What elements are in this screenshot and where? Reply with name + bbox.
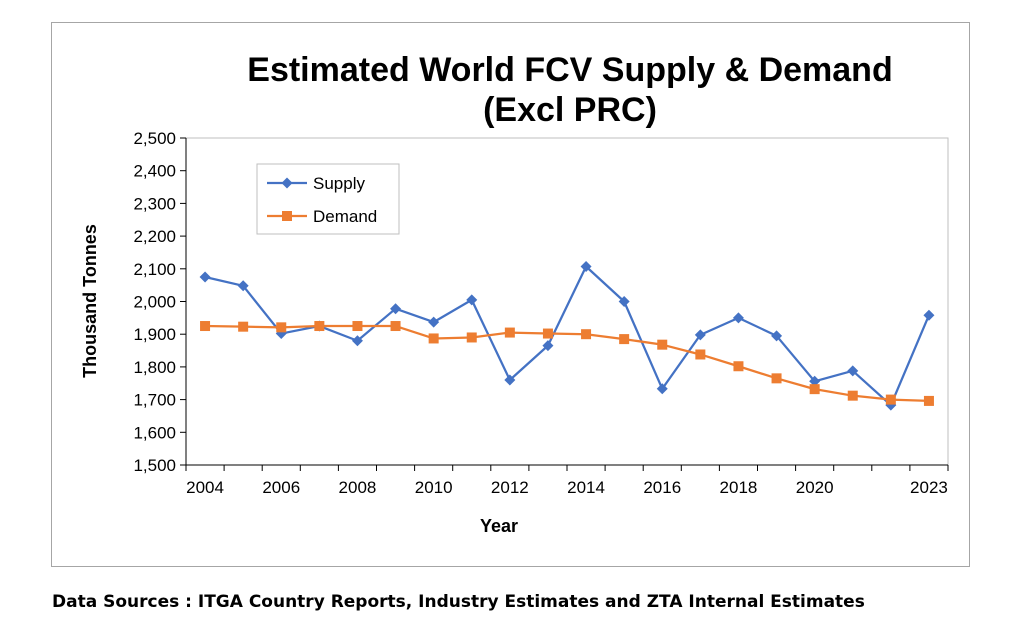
x-tick-label: 2010 [415, 478, 453, 497]
supply-point [199, 271, 211, 283]
demand-point [581, 329, 592, 340]
supply-point [504, 374, 516, 386]
series-layer [199, 261, 935, 411]
supply-point [542, 340, 554, 352]
demand-point [200, 321, 211, 332]
supply-line [204, 265, 930, 407]
supply-point [771, 330, 783, 342]
y-tick-label: 1,800 [133, 358, 176, 377]
supply-point [656, 383, 668, 395]
demand-point [276, 322, 287, 333]
demand-point [771, 373, 782, 384]
x-tick-label: 2014 [567, 478, 605, 497]
chart-title: Estimated World FCV Supply & Demand [247, 51, 892, 89]
demand-point [542, 328, 553, 339]
supply-point [466, 294, 478, 306]
demand-point [847, 390, 858, 401]
chart-frame: Estimated World FCV Supply & Demand (Exc… [51, 22, 970, 567]
y-tick-label: 2,100 [133, 260, 176, 279]
demand-point [619, 334, 630, 345]
x-tick-label: 2016 [643, 478, 681, 497]
y-tick-label: 2,500 [133, 129, 176, 148]
y-tick-label: 2,200 [133, 227, 176, 246]
legend-demand-label: Demand [313, 207, 377, 226]
y-tick-label: 2,000 [133, 293, 176, 312]
legend-supply-marker [281, 177, 293, 189]
demand-point [390, 321, 401, 332]
demand-point [809, 384, 820, 395]
demand-point [314, 321, 325, 332]
demand-point [466, 332, 477, 343]
chart-legend: Supply Demand [256, 163, 400, 235]
x-tick-label: 2018 [720, 478, 758, 497]
supply-point [618, 296, 630, 307]
data-source-note: Data Sources : ITGA Country Reports, Ind… [52, 592, 865, 612]
x-tick-label: 2023 [910, 478, 948, 497]
x-tick-label: 2004 [186, 478, 224, 497]
y-tick-label: 1,700 [133, 391, 176, 410]
supply-point [694, 329, 706, 341]
chart-subtitle: (Excl PRC) [483, 91, 657, 129]
x-tick-label: 2006 [262, 478, 300, 497]
demand-point [695, 349, 706, 360]
supply-point [923, 309, 935, 321]
x-tick-label: 2012 [491, 478, 529, 497]
supply-point [580, 261, 592, 273]
demand-point [923, 395, 934, 406]
legend-supply-label: Supply [313, 174, 365, 193]
x-axis-label: Year [480, 516, 518, 536]
chart-svg: Estimated World FCV Supply & Demand (Exc… [80, 51, 949, 536]
demand-point [657, 339, 668, 350]
series-demand [200, 321, 934, 406]
series-supply [199, 261, 935, 411]
y-tick-label: 2,300 [133, 194, 176, 213]
supply-point [732, 312, 744, 324]
demand-point [428, 333, 439, 344]
demand-point [885, 394, 896, 405]
supply-point [390, 303, 402, 315]
demand-point [733, 361, 744, 372]
demand-line [205, 324, 929, 403]
y-tick-label: 1,900 [133, 325, 176, 344]
y-axis-label: Thousand Tonnes [80, 224, 100, 378]
y-tick-label: 1,600 [133, 423, 176, 442]
x-axis-ticks: 2004 2006 2008 2010 2012 2014 2016 2018 2020 2023 [185, 465, 949, 497]
legend-box [256, 163, 400, 235]
y-axis-ticks: 1,500 1,600 1,700 1,800 1,900 2,000 2,100 2,200… [133, 129, 186, 475]
y-tick-label: 2,400 [133, 162, 176, 181]
x-tick-label: 2020 [796, 478, 834, 497]
supply-point [428, 316, 440, 328]
supply-point [847, 365, 859, 377]
supply-point [351, 335, 363, 347]
supply-point [237, 280, 249, 292]
demand-point [238, 321, 249, 332]
supply-point [809, 375, 821, 387]
legend-demand-marker [282, 211, 292, 221]
demand-point [504, 327, 515, 338]
demand-point [352, 321, 363, 332]
y-tick-label: 1,500 [133, 456, 176, 475]
x-tick-label: 2008 [339, 478, 377, 497]
